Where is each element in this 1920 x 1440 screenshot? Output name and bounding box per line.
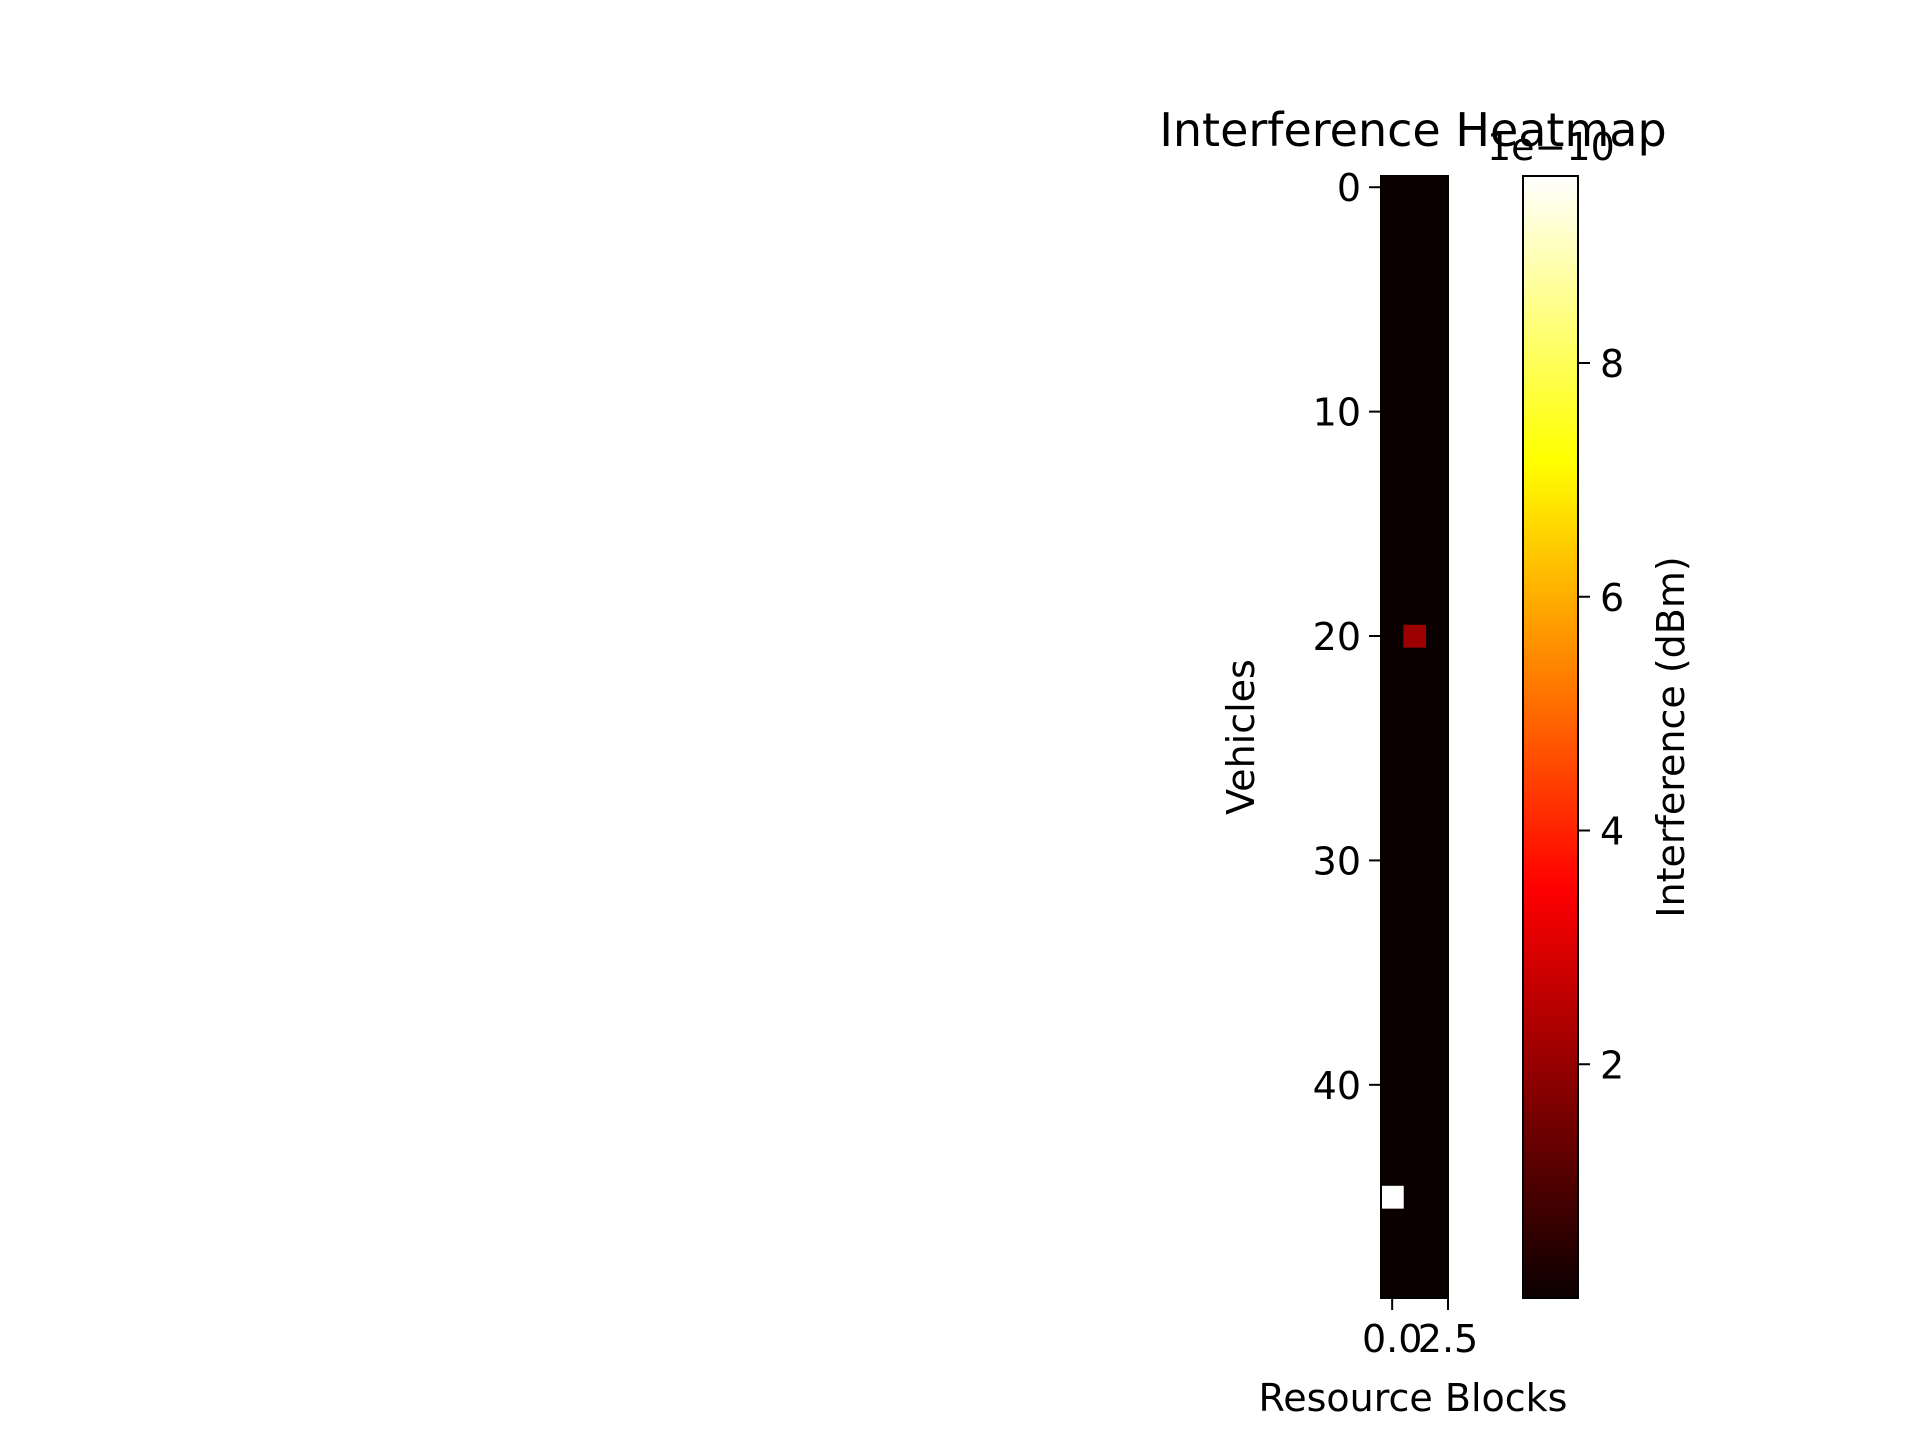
colorbar-label: Interference (dBm): [1649, 556, 1693, 917]
colorbar-gradient: [1522, 175, 1579, 1299]
y-tick-label: 30: [1313, 839, 1361, 883]
colorbar-tick-label: 2: [1600, 1043, 1624, 1087]
y-tick-label: 20: [1313, 615, 1361, 659]
x-tick-label: 2.5: [1418, 1317, 1478, 1361]
heatmap-plot-area: [1380, 175, 1449, 1299]
x-axis-label: Resource Blocks: [1259, 1376, 1568, 1420]
chart-title: Interference Heatmap: [1159, 103, 1666, 157]
y-axis: 0 10 20 30 40: [1313, 166, 1381, 1108]
heatmap-background: [1381, 176, 1448, 1298]
colorbar-tick-label: 8: [1600, 342, 1624, 386]
colorbar: 2 4 6 8 1e−10 Interference (dBm): [1487, 125, 1693, 1299]
colorbar-offset-text: 1e−10: [1487, 125, 1615, 169]
y-tick-label: 0: [1337, 166, 1361, 210]
colorbar-ticks: 2 4 6 8: [1578, 342, 1624, 1087]
y-tick-label: 10: [1313, 391, 1361, 435]
colorbar-tick-label: 4: [1600, 810, 1624, 854]
colorbar-tick-label: 6: [1600, 576, 1624, 620]
x-axis: 0.02.5: [1362, 1298, 1478, 1361]
heatmap-cell: [1381, 1185, 1404, 1209]
heatmap-cell: [1403, 624, 1427, 648]
y-tick-label: 40: [1313, 1064, 1361, 1108]
y-axis-label: Vehicles: [1219, 659, 1263, 815]
plot-frame: [1380, 175, 1449, 1299]
x-tick-label: 0.0: [1362, 1317, 1422, 1361]
